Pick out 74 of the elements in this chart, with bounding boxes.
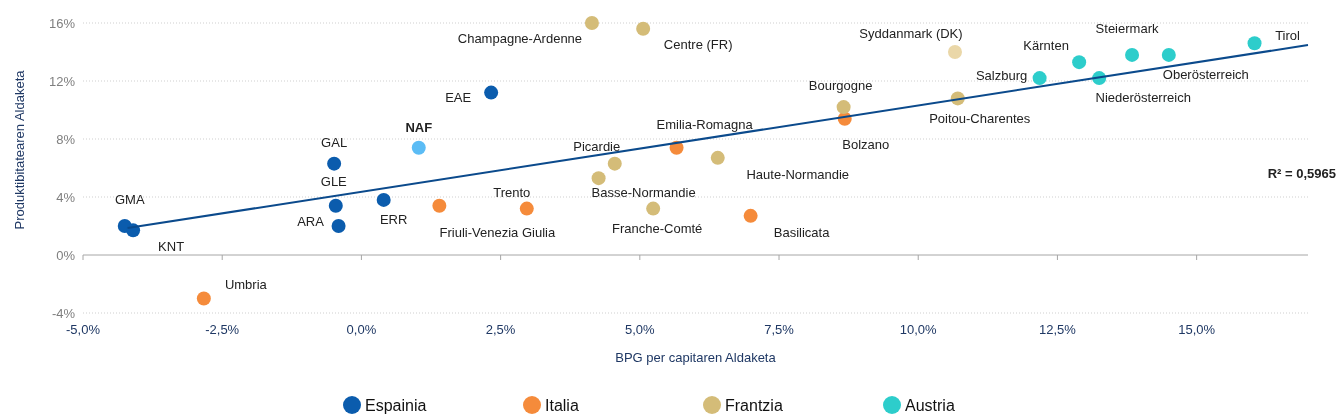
- annotation: Emilia-Romagna: [656, 116, 754, 132]
- annotation: ARA: [297, 214, 325, 229]
- x-tick-label: 0,0%: [346, 322, 377, 337]
- x-tick-label: 15,0%: [1178, 322, 1216, 337]
- x-tick-label: -5,0%: [66, 322, 101, 337]
- annotation: Haute-Normandie: [746, 166, 850, 182]
- annotation: Tirol: [1275, 28, 1301, 44]
- annotation: KNT: [158, 239, 185, 255]
- point: [636, 21, 651, 36]
- annotation: Steiermark: [1095, 20, 1159, 36]
- annotation: Basse-Normandie: [591, 185, 696, 201]
- x-tick-label: -2,5%: [205, 322, 240, 337]
- y-axis-title: Produktibitatearen Aldaketa: [12, 69, 27, 230]
- point: [1125, 47, 1140, 62]
- legend-label: Espainia: [365, 397, 427, 414]
- point: [584, 16, 599, 30]
- annotation: GMA: [114, 192, 145, 207]
- y-tick-label: 16%: [48, 15, 76, 31]
- point: [710, 150, 725, 165]
- annotation: NAF: [405, 119, 433, 135]
- annotation: Salzburg: [975, 68, 1028, 84]
- x-tick-label: 12,5%: [1038, 322, 1077, 337]
- x-tick-label: 7,5%: [764, 322, 795, 337]
- point: [1072, 55, 1087, 70]
- x-tick-label: 10,0%: [899, 322, 938, 337]
- point: [591, 171, 606, 186]
- point: [1161, 47, 1176, 62]
- annotation: Bourgogne: [808, 78, 873, 94]
- point: [1032, 71, 1047, 86]
- annotation: Umbria: [224, 276, 268, 292]
- annotation: Poitou-Charentes: [929, 111, 1031, 127]
- y-tick-label: -4%: [51, 305, 76, 321]
- annotation: GAL: [321, 134, 348, 150]
- point: [519, 201, 534, 216]
- annotation: Syddanmark (DK): [859, 26, 963, 41]
- point: [327, 156, 342, 171]
- point: [947, 45, 962, 59]
- point: [331, 219, 346, 233]
- annotation: Centre (FR): [663, 36, 733, 52]
- annotation: R² = 0,5965: [1267, 166, 1336, 181]
- point: [411, 140, 426, 155]
- point: [836, 100, 851, 115]
- annotation: Trento: [493, 184, 531, 200]
- point: [607, 156, 622, 171]
- y-tick-label: 4%: [56, 189, 76, 205]
- annotation: Oberösterreich: [1162, 66, 1249, 82]
- legend-label: Frantzia: [725, 397, 783, 414]
- annotation: EAE: [445, 89, 472, 105]
- point: [196, 291, 211, 306]
- annotation: Champagne-Ardenne: [457, 31, 583, 46]
- point: [646, 201, 661, 216]
- point: [484, 85, 499, 100]
- annotation: Friuli-Venezia Giulia: [439, 224, 556, 240]
- point: [432, 198, 447, 213]
- legend-label: Austria: [905, 397, 955, 414]
- annotation: GLE: [320, 173, 348, 189]
- point: [1247, 36, 1262, 51]
- y-tick-label: 12%: [48, 73, 76, 89]
- y-tick-label: 0%: [56, 247, 76, 263]
- x-tick-label: 2,5%: [485, 322, 516, 337]
- x-axis-title: BPG per capitaren Aldaketa: [615, 350, 777, 365]
- legend-label: Italia: [545, 397, 579, 414]
- annotation: Picardie: [573, 138, 621, 154]
- point: [743, 208, 758, 223]
- annotation: Kärnten: [1023, 38, 1069, 54]
- annotation: ERR: [379, 211, 408, 227]
- y-tick-label: 8%: [56, 131, 76, 147]
- annotation: Bolzano: [842, 136, 890, 152]
- x-tick-label: 5,0%: [625, 322, 656, 337]
- annotation: Niederösterreich: [1095, 90, 1191, 106]
- point: [328, 198, 343, 213]
- annotation: Basilicata: [773, 224, 831, 240]
- annotation: Franche-Comté: [612, 220, 703, 236]
- point: [376, 192, 391, 207]
